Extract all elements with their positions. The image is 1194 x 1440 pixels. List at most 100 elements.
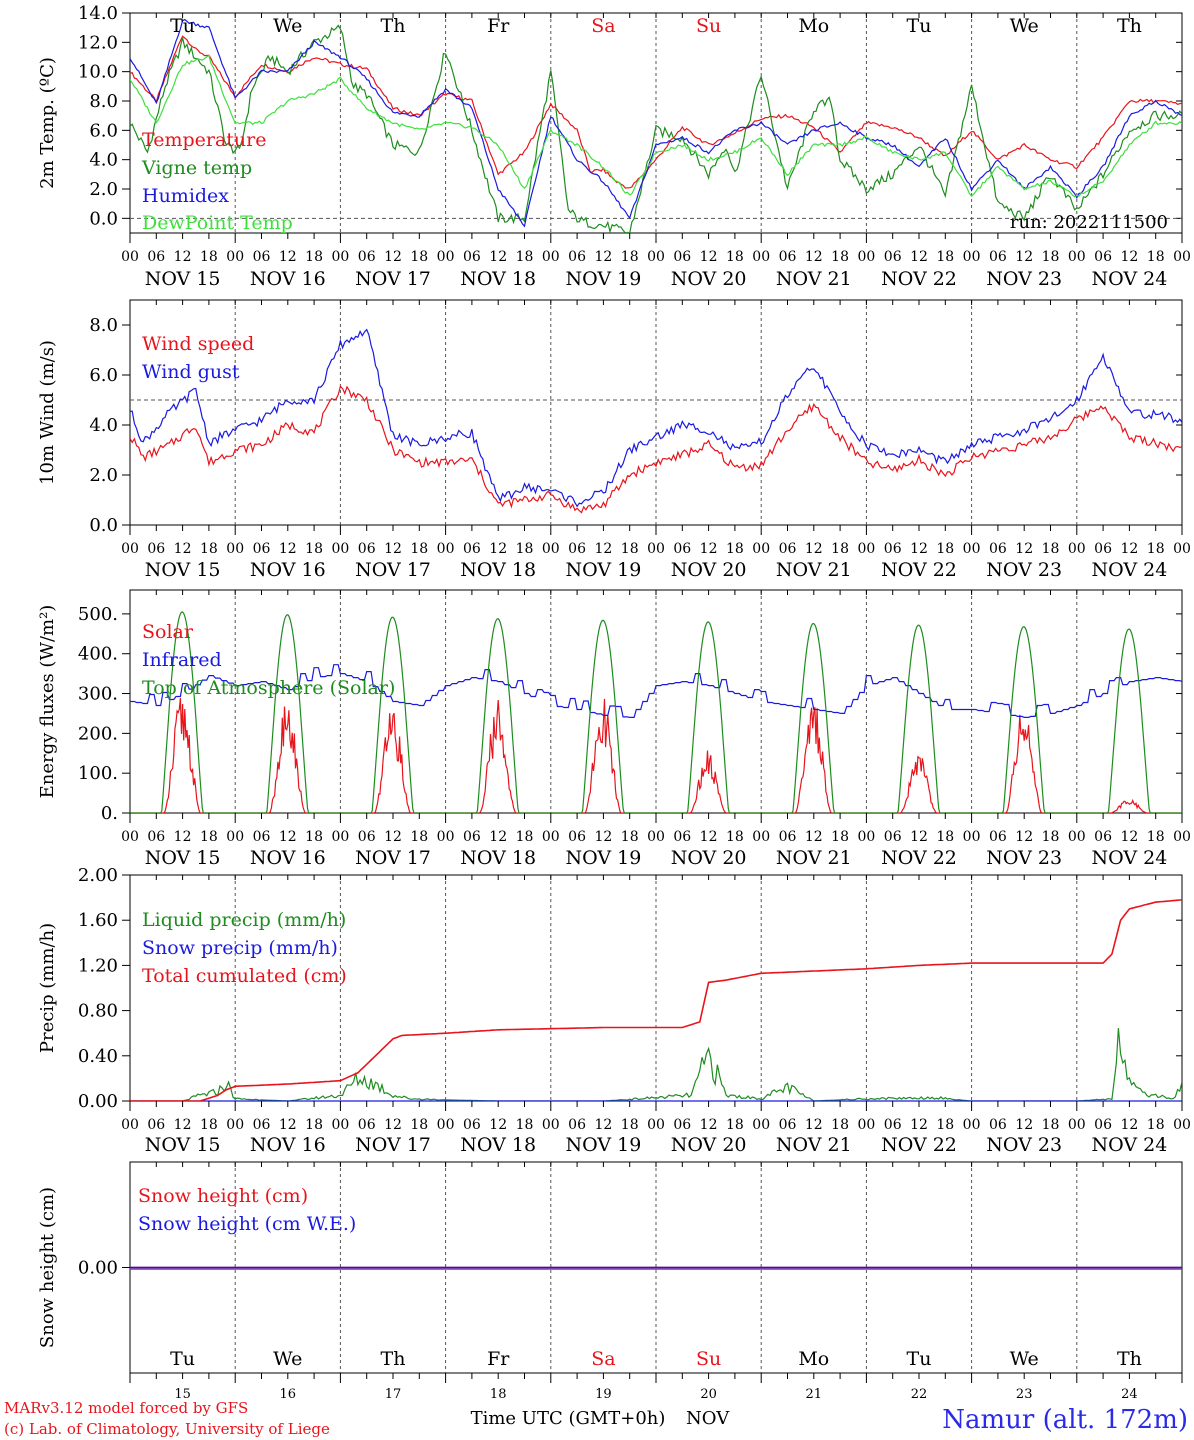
hour-tick-label: 18	[1147, 829, 1165, 845]
hour-tick-label: 12	[594, 1117, 612, 1133]
hour-tick-label: 00	[121, 249, 139, 265]
hour-tick-label: 12	[279, 249, 297, 265]
hour-tick-label: 12	[805, 829, 823, 845]
series-group	[130, 18, 1182, 233]
day-name-top: Fr	[487, 15, 510, 37]
hour-tick-label: 06	[568, 541, 586, 557]
day-name-top: Th	[381, 15, 406, 37]
date-label: NOV 18	[460, 1134, 536, 1156]
hour-tick-label: 06	[358, 829, 376, 845]
legend-entry: Snow height (cm W.E.)	[138, 1213, 356, 1235]
hour-tick-label: 18	[410, 541, 428, 557]
hour-tick-label: 00	[647, 249, 665, 265]
hour-tick-label: 06	[1094, 541, 1112, 557]
series-line-wind-speed	[130, 385, 1182, 514]
date-label: NOV 17	[355, 847, 431, 869]
y-tick-label: 300.	[78, 684, 118, 705]
hour-tick-label: 06	[463, 829, 481, 845]
date-label: NOV 19	[565, 559, 641, 581]
hour-tick-label: 00	[857, 1117, 875, 1133]
date-label: NOV 22	[881, 847, 957, 869]
date-label: NOV 22	[881, 268, 957, 290]
hour-tick-label: 06	[884, 541, 902, 557]
hour-tick-label: 12	[910, 1117, 928, 1133]
hour-tick-label: 00	[647, 829, 665, 845]
day-number: 17	[385, 1387, 402, 1402]
day-name-top: Tu	[170, 15, 195, 37]
day-name-top: Mo	[798, 15, 829, 37]
hour-tick-label: 12	[489, 249, 507, 265]
hour-tick-label: 12	[1120, 249, 1138, 265]
hour-tick-label: 12	[594, 249, 612, 265]
hour-tick-label: 18	[410, 1117, 428, 1133]
y-tick-label: 8.0	[89, 315, 118, 336]
hour-tick-label: 18	[200, 541, 218, 557]
day-name-top: We	[273, 15, 302, 37]
day-number: 23	[1016, 1387, 1033, 1402]
hour-tick-label: 06	[147, 249, 165, 265]
legend-entry: Temperature	[142, 129, 266, 151]
hour-tick-label: 18	[936, 249, 954, 265]
hour-tick-label: 00	[121, 541, 139, 557]
day-number: 21	[806, 1387, 823, 1402]
hour-tick-label: 00	[752, 1117, 770, 1133]
date-label: NOV 15	[145, 559, 221, 581]
hour-tick-label: 06	[673, 829, 691, 845]
hour-tick-label: 06	[463, 249, 481, 265]
hour-tick-label: 06	[673, 1117, 691, 1133]
day-number: 24	[1121, 1387, 1138, 1402]
hour-tick-label: 12	[910, 829, 928, 845]
hour-tick-label: 00	[857, 829, 875, 845]
hour-tick-label: 06	[568, 829, 586, 845]
y-axis-label: 10m Wind (m/s)	[37, 340, 58, 485]
hour-tick-label: 00	[963, 541, 981, 557]
hour-tick-label: 12	[174, 829, 192, 845]
hour-tick-label: 12	[805, 541, 823, 557]
y-tick-label: 0.0	[89, 208, 118, 229]
hour-tick-label: 00	[963, 1117, 981, 1133]
date-label: NOV 19	[565, 268, 641, 290]
hour-tick-label: 12	[384, 1117, 402, 1133]
hour-tick-label: 12	[174, 1117, 192, 1133]
day-name-bottom: Mo	[798, 1348, 829, 1370]
date-label: NOV 20	[671, 1134, 747, 1156]
hour-tick-label: 12	[700, 249, 718, 265]
hour-tick-label: 12	[384, 541, 402, 557]
y-tick-label: 0.00	[78, 1091, 118, 1112]
x-axis-title: Time UTC (GMT+0h)	[471, 1408, 666, 1429]
legend-entry: Snow precip (mm/h)	[142, 937, 338, 959]
hour-tick-label: 00	[1068, 541, 1086, 557]
hour-tick-label: 00	[226, 249, 244, 265]
series-line-vigne-temp	[130, 24, 1182, 233]
date-label: NOV 20	[671, 847, 747, 869]
hour-tick-label: 00	[542, 541, 560, 557]
y-tick-label: 4.0	[89, 150, 118, 171]
hour-tick-label: 18	[1147, 249, 1165, 265]
y-axis-label: Snow height (cm)	[37, 1187, 58, 1348]
date-label: NOV 16	[250, 847, 326, 869]
hour-tick-label: 00	[647, 1117, 665, 1133]
hour-tick-label: 18	[726, 1117, 744, 1133]
hour-tick-label: 06	[253, 1117, 271, 1133]
y-axis-label: Precip (mm/h)	[37, 923, 58, 1053]
hour-tick-label: 18	[1042, 249, 1060, 265]
hour-tick-label: 12	[489, 1117, 507, 1133]
hour-tick-label: 12	[279, 829, 297, 845]
y-tick-label: 8.0	[89, 91, 118, 112]
hour-tick-label: 12	[700, 829, 718, 845]
legend-entry: DewPoint Temp	[142, 212, 293, 234]
y-axis-label: Energy fluxes (W/m²)	[37, 605, 58, 799]
y-tick-label: 100.	[78, 763, 118, 784]
hour-tick-label: 18	[1147, 1117, 1165, 1133]
y-tick-label: 0.	[101, 803, 118, 824]
y-tick-label: 2.0	[89, 465, 118, 486]
date-label: NOV 20	[671, 559, 747, 581]
legend-entry: Wind gust	[142, 361, 240, 383]
hour-tick-label: 18	[410, 829, 428, 845]
day-number: 15	[174, 1387, 191, 1402]
hour-tick-label: 06	[358, 541, 376, 557]
hour-tick-label: 18	[726, 541, 744, 557]
hour-tick-label: 06	[989, 829, 1007, 845]
hour-tick-label: 18	[516, 829, 534, 845]
